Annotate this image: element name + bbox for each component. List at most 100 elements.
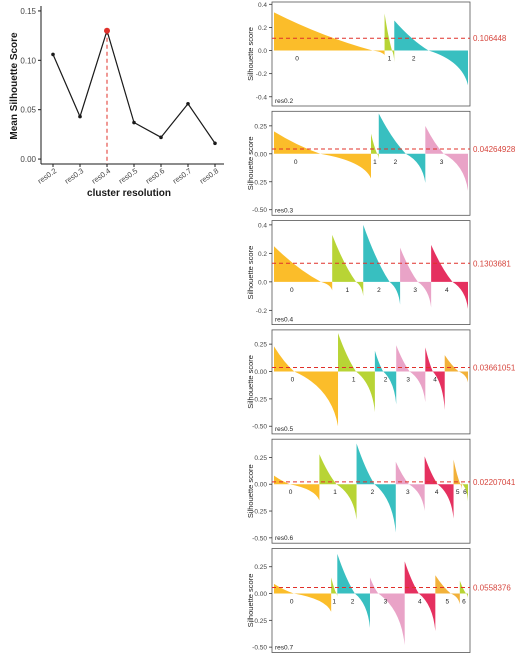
silhouette-panel-res0.5: Silhouette score 0.25 0.00 -0.25 -0.50 0 1 2 3 4 0… [246, 329, 516, 435]
cluster-silhouette-0 [274, 583, 332, 612]
cluster-label: 2 [384, 377, 388, 384]
cluster-label: 0 [290, 599, 294, 606]
mean-chart-xtick-label: res0.5 [117, 166, 139, 185]
cluster-label: 0 [290, 287, 294, 294]
panel-ytick-label: 0.2 [258, 25, 267, 32]
panel-ytick-label: 0.2 [258, 251, 267, 258]
mean-chart-ytick-label: 0.05 [20, 106, 36, 115]
mean-chart-xtick-label: res0.6 [144, 166, 166, 185]
panel-mean-annotation: 0.0558376 [473, 584, 511, 593]
panel-ytick-label: -0.2 [256, 308, 268, 315]
silhouette-panel-res0.6: Silhouette score 0.25 0.00 -0.25 -0.50 0 1 2 3 4 5… [246, 438, 516, 544]
panel-ylabel: Silhouette score [246, 246, 255, 300]
cluster-silhouette-3 [400, 247, 432, 308]
mean-chart-ytick-label: 0.10 [20, 56, 36, 65]
cluster-silhouette-6 [461, 482, 468, 502]
panel-mean-annotation: 0.1303681 [473, 259, 511, 268]
panel-ytick-label: -0.50 [252, 424, 267, 431]
cluster-silhouette-1 [332, 234, 364, 297]
panel-ylabel: Silhouette score [246, 355, 255, 409]
panel-ytick-label: -0.50 [252, 645, 267, 652]
panel-ylabel: Silhouette score [246, 574, 255, 628]
panel-ytick-label: 0.25 [254, 455, 267, 462]
cluster-silhouette-1 [338, 333, 375, 413]
panel-ytick-label: 0.4 [258, 222, 267, 229]
cluster-silhouette-5 [444, 355, 468, 383]
mean-chart-data-point [78, 114, 82, 119]
cluster-silhouette-6 [459, 580, 468, 598]
cluster-silhouette-0 [274, 346, 339, 427]
mean-chart-data-point [186, 101, 190, 106]
mean-chart-data-point [213, 141, 217, 146]
cluster-silhouette-2 [394, 20, 468, 86]
mean-chart-ytick-label: 0.15 [20, 7, 36, 16]
cluster-label: 1 [333, 489, 337, 496]
cluster-silhouette-1 [371, 133, 379, 160]
mean-silhouette-chart: Mean Silhouette Score cluster resolution… [9, 6, 224, 199]
cluster-label: 1 [332, 599, 336, 606]
cluster-silhouette-2 [363, 224, 401, 305]
cluster-label: 5 [456, 489, 460, 496]
cluster-silhouette-4 [424, 456, 454, 519]
cluster-label: 2 [371, 489, 375, 496]
panel-ytick-label: 0.00 [254, 369, 267, 376]
panel-ylabel: Silhouette score [246, 464, 255, 518]
cluster-label: 6 [462, 599, 466, 606]
mean-chart-xtick-label: res0.7 [171, 166, 193, 185]
mean-chart-xtick-label: res0.4 [90, 166, 112, 185]
mean-silhouette-series-line [52, 28, 216, 144]
panel-frame [271, 1, 471, 107]
panel-ytick-label: -0.25 [252, 509, 267, 516]
panel-ytick-label: -0.2 [256, 71, 268, 78]
silhouette-panel-res0.3: Silhouette score 0.25 0.00 -0.25 -0.50 0 1 2 3 0.… [246, 110, 516, 216]
cluster-label: 3 [413, 287, 417, 294]
panel-mean-annotation: 0.02207041 [473, 478, 516, 487]
cluster-label: 4 [445, 287, 449, 294]
cluster-label: 1 [388, 56, 392, 63]
cluster-label: 4 [433, 377, 437, 384]
silhouette-panel-res0.4: Silhouette score 0.4 0.2 0.0 -0.2 0 1 2 3 4 0.1303… [246, 220, 511, 326]
panel-ylabel: Silhouette score [246, 136, 255, 190]
cluster-label: 0 [294, 159, 298, 166]
mean-chart-xtick-label: res0.8 [198, 166, 220, 185]
panel-resolution-label: res0.2 [275, 98, 293, 105]
cluster-label: 1 [352, 377, 356, 384]
cluster-silhouette-3 [425, 125, 468, 191]
mean-chart-data-point [132, 120, 136, 125]
cluster-silhouette-2 [374, 350, 397, 405]
cluster-label: 0 [289, 489, 293, 496]
cluster-silhouette-4 [431, 244, 468, 309]
panel-frame [271, 438, 471, 544]
panel-ytick-label: -0.4 [256, 94, 268, 101]
cluster-label: 5 [446, 599, 450, 606]
cluster-silhouette-3 [396, 345, 426, 403]
mean-chart-xtick-label: res0.3 [63, 166, 85, 185]
mean-chart-best-point [104, 27, 110, 34]
mean-chart-data-point [51, 52, 55, 57]
mean-chart-ylabel: Mean Silhouette Score [9, 32, 20, 140]
cluster-silhouette-1 [331, 577, 338, 597]
panel-frame [271, 548, 471, 653]
silhouette-panel-res0.2: Silhouette score 0.4 0.2 0.0 -0.2 -0.4 0 1 2 0.10… [246, 1, 507, 107]
cluster-silhouette-2 [356, 443, 396, 533]
panel-mean-annotation: 0.03661051 [473, 363, 516, 372]
cluster-silhouette-2 [378, 113, 426, 183]
silhouette-panel-res0.7: Silhouette score 0.25 0.00 -0.25 -0.50 0 1 2 3 4 5… [246, 548, 511, 653]
cluster-silhouette-0 [274, 12, 385, 56]
cluster-label: 2 [377, 287, 381, 294]
cluster-silhouette-5 [435, 575, 460, 605]
panel-ytick-label: 0.4 [258, 2, 267, 9]
cluster-silhouette-0 [274, 246, 333, 291]
cluster-label: 3 [440, 159, 444, 166]
cluster-label: 2 [351, 599, 355, 606]
panel-ytick-label: -0.50 [252, 207, 267, 214]
mean-chart-xtick-label: res0.2 [36, 166, 58, 185]
panel-resolution-label: res0.5 [275, 426, 293, 433]
mean-chart-xlabel: cluster resolution [87, 188, 171, 199]
panel-ytick-label: 0.25 [254, 123, 267, 130]
silhouette-panels: Silhouette score 0.4 0.2 0.0 -0.2 -0.4 0 1 2 0.10… [246, 1, 516, 653]
panel-ytick-label: 0.0 [258, 48, 267, 55]
cluster-label: 3 [406, 377, 410, 384]
panel-ytick-label: 0.00 [254, 151, 267, 158]
cluster-label: 0 [291, 377, 295, 384]
